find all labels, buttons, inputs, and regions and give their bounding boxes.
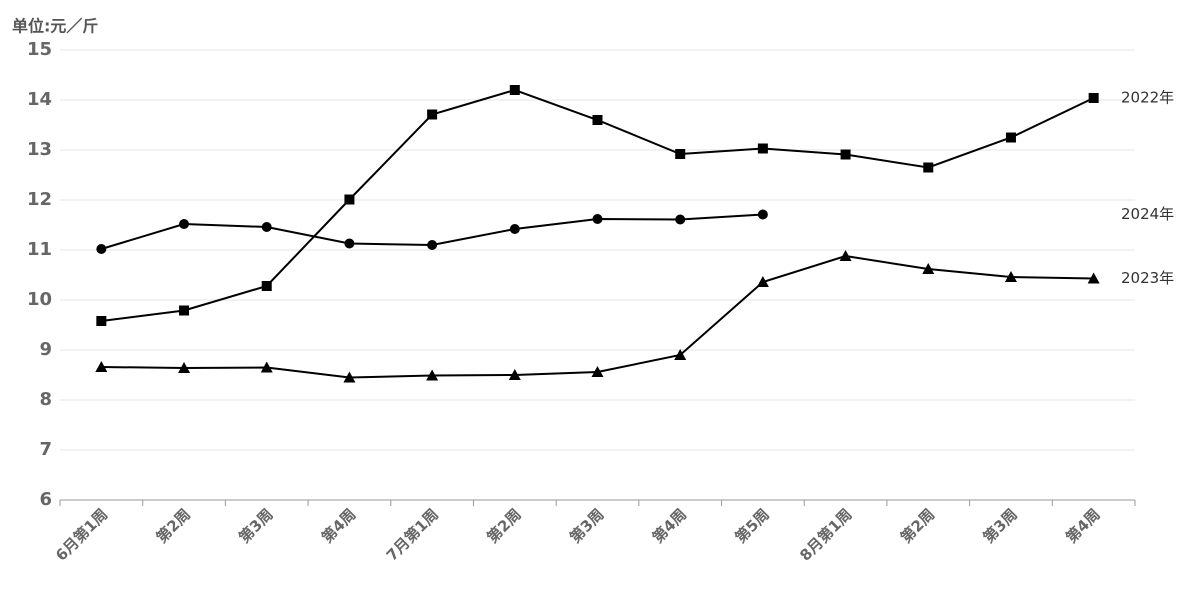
y-tick-label: 8: [39, 389, 52, 410]
y-tick-label: 13: [27, 139, 52, 160]
y-tick-label: 10: [27, 289, 52, 310]
marker: [591, 366, 604, 377]
x-tick-label: 6月第1周: [52, 505, 111, 564]
marker: [674, 349, 687, 360]
marker: [343, 371, 356, 383]
marker: [508, 369, 521, 380]
y-tick-label: 11: [27, 239, 52, 260]
x-tick-label: 第3周: [980, 505, 1021, 546]
marker: [95, 361, 108, 372]
marker: [1088, 93, 1099, 103]
marker: [96, 244, 107, 254]
x-tick-label: 第4周: [649, 505, 690, 546]
marker: [757, 209, 768, 220]
marker: [344, 194, 355, 205]
series-line: [101, 254, 1094, 379]
marker: [1005, 132, 1016, 143]
series-label: 2023年: [1121, 269, 1174, 287]
marker: [756, 276, 769, 287]
marker: [260, 361, 273, 373]
series-label: 2022年: [1121, 89, 1174, 107]
x-tick-label: 第4周: [1062, 505, 1103, 546]
x-tick-label: 7月第1周: [383, 505, 442, 564]
marker: [427, 240, 438, 250]
x-tick-label: 第5周: [732, 505, 773, 546]
y-tick-label: 9: [39, 339, 52, 360]
marker: [840, 149, 851, 160]
y-tick-label: 6: [39, 489, 52, 510]
x-tick-label: 第2周: [897, 505, 938, 546]
series-label: 2024年: [1121, 205, 1174, 223]
marker: [675, 214, 686, 225]
y-tick-label: 15: [27, 39, 52, 60]
marker: [179, 305, 190, 316]
marker: [509, 224, 520, 234]
x-tick-label: 第2周: [153, 505, 194, 546]
marker: [426, 369, 439, 381]
marker: [592, 115, 603, 125]
marker: [675, 149, 686, 159]
marker: [261, 222, 272, 232]
x-tick-label: 第4周: [318, 505, 359, 546]
marker: [1087, 272, 1100, 284]
marker: [427, 109, 438, 120]
y-axis-label: 单位:元／斤: [12, 17, 98, 36]
marker: [592, 214, 603, 224]
y-tick-label: 12: [27, 189, 52, 210]
x-tick-label: 第3周: [566, 505, 607, 546]
marker: [839, 250, 852, 261]
marker: [922, 263, 935, 274]
marker: [178, 362, 191, 373]
marker: [923, 162, 934, 173]
x-tick-label: 第3周: [235, 505, 276, 546]
marker: [509, 85, 520, 95]
y-tick-label: 7: [39, 439, 52, 460]
marker: [757, 143, 768, 154]
marker: [261, 281, 272, 291]
marker: [96, 316, 107, 326]
y-tick-label: 14: [27, 89, 52, 110]
x-tick-label: 第2周: [483, 505, 524, 546]
marker: [344, 238, 355, 249]
marker: [1004, 271, 1017, 282]
x-tick-label: 8月第1周: [796, 505, 855, 564]
marker: [179, 219, 190, 229]
